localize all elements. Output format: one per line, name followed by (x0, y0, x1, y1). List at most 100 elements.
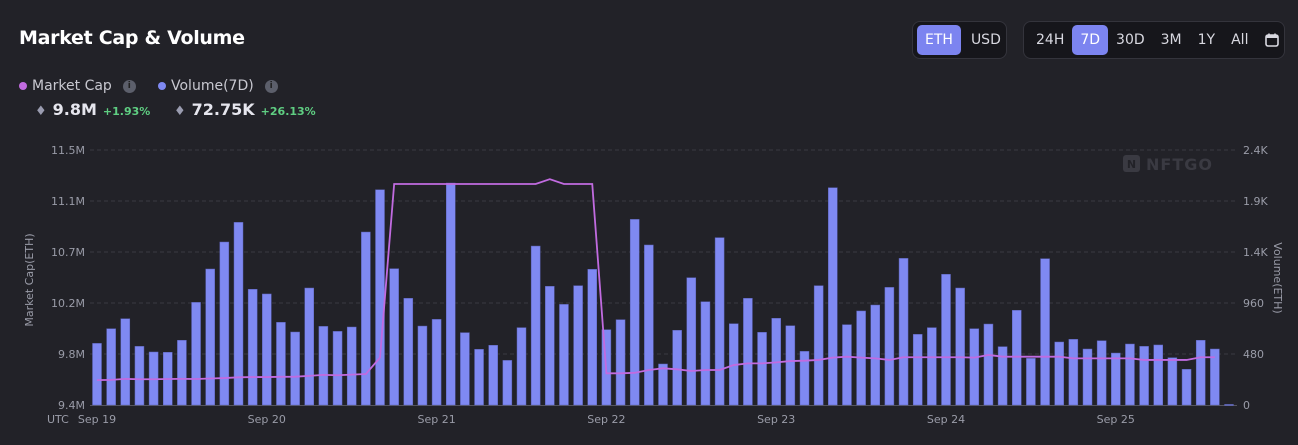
svg-text:NFTGO: NFTGO (1146, 155, 1213, 174)
volume-dot (158, 82, 166, 90)
volume-bar (828, 187, 838, 406)
volume-bar (276, 322, 286, 406)
volume-bar (686, 277, 697, 406)
volume-bar (1195, 340, 1206, 406)
svg-text:N: N (1127, 158, 1136, 171)
volume-bar (799, 351, 810, 406)
range-1y[interactable]: 1Y (1197, 32, 1216, 48)
calendar-icon[interactable] (1256, 25, 1288, 55)
market-cap-value: 9.8M (52, 100, 97, 119)
volume-bar (304, 287, 314, 406)
volume-bar (629, 219, 640, 406)
volume-bar (1153, 344, 1163, 406)
volume-bar (460, 332, 470, 406)
volume-bar (205, 268, 215, 406)
legend-label: Market Cap (32, 78, 112, 94)
y-left-tick: 10.7M (51, 246, 85, 259)
volume-bar (1082, 348, 1093, 406)
volume-bar (106, 328, 116, 406)
legend-market-cap[interactable]: Market Cap i (19, 78, 136, 94)
range-24h[interactable]: 24H (1036, 32, 1065, 48)
volume-bar (870, 304, 880, 406)
legend-volume[interactable]: Volume(7D) i (158, 78, 278, 94)
volume-stat: ♦ 72.75K +26.13% (174, 100, 316, 119)
volume-bar (389, 268, 399, 406)
volume-change: +26.13% (260, 105, 316, 118)
y-right-tick: 1.9K (1243, 195, 1268, 208)
nftgo-watermark: N NFTGO (1123, 155, 1213, 174)
x-tick: Sep 24 (927, 413, 965, 426)
currency-eth[interactable]: ETH (917, 25, 961, 55)
volume-bar (997, 346, 1008, 406)
volume-bar (1111, 352, 1121, 406)
volume-bar (587, 269, 597, 406)
volume-bar (120, 318, 131, 406)
volume-bar (842, 324, 852, 406)
volume-bar (644, 244, 654, 406)
range-toggle: 24H 7D 30D 3M 1Y All (1023, 21, 1285, 59)
market-cap-change: +1.93% (102, 105, 151, 118)
y-left-tick: 10.2M (51, 297, 85, 310)
volume-bar (545, 286, 555, 406)
volume-bar (658, 363, 668, 406)
volume-bar (431, 319, 442, 406)
currency-toggle: ETH USD (912, 21, 1007, 59)
volume-bar (955, 287, 965, 406)
x-tick: Sep 25 (1097, 413, 1135, 426)
range-30d[interactable]: 30D (1116, 32, 1145, 48)
volume-bar (615, 319, 626, 406)
range-3m[interactable]: 3M (1160, 32, 1182, 48)
volume-bar (403, 298, 414, 406)
y-right-tick: 960 (1243, 297, 1264, 310)
y-right-tick: 480 (1243, 348, 1264, 361)
volume-bar (346, 326, 357, 406)
volume-bar (785, 325, 796, 406)
legend-label: Volume(7D) (171, 78, 254, 94)
volume-bar (474, 349, 484, 406)
volume-bar (672, 330, 682, 406)
y-right-tick: 1.4K (1243, 246, 1268, 259)
volume-bar (559, 304, 569, 406)
info-icon[interactable]: i (122, 79, 136, 93)
y-right-tick: 2.4K (1243, 144, 1268, 157)
page-title: Market Cap & Volume (19, 27, 245, 49)
volume-bar (1181, 369, 1192, 406)
volume-bar (743, 298, 753, 406)
volume-bar (417, 325, 428, 406)
x-tick: Sep 20 (248, 413, 286, 426)
volume-bar (1026, 358, 1036, 406)
range-all[interactable]: All (1231, 32, 1249, 48)
volume-bar (1068, 339, 1079, 406)
market-cap-line (96, 178, 1215, 382)
eth-icon: ♦ (35, 104, 47, 119)
volume-bar (233, 222, 244, 406)
volume-bar (361, 231, 371, 406)
volume-bar (318, 326, 329, 406)
range-7d[interactable]: 7D (1072, 25, 1109, 55)
volume-bar (177, 340, 187, 406)
volume-bar (941, 274, 951, 406)
volume-bar (757, 332, 767, 406)
volume-bar (898, 258, 909, 406)
y-left-tick: 9.4M (58, 399, 85, 412)
volume-bar (488, 345, 498, 406)
volume-bar (983, 323, 994, 406)
y-left-tick: 11.5M (51, 144, 85, 157)
volume-bar (884, 287, 895, 406)
volume-bar (1040, 258, 1050, 406)
volume-bar (700, 301, 711, 406)
y-left-title: Market Cap(ETH) (23, 233, 36, 326)
volume-bar (332, 331, 343, 406)
volume-bar (516, 327, 527, 406)
market-cap-dot (19, 82, 27, 90)
volume-value: 72.75K (191, 100, 255, 119)
volume-bar (969, 328, 980, 406)
volume-bar (375, 189, 385, 406)
x-tick: Sep 19 (78, 413, 116, 426)
volume-bar (219, 241, 230, 406)
currency-usd[interactable]: USD (970, 32, 1001, 48)
y-left-tick: 9.8M (58, 348, 85, 361)
volume-bar (1096, 340, 1107, 406)
info-icon[interactable]: i (264, 79, 278, 93)
